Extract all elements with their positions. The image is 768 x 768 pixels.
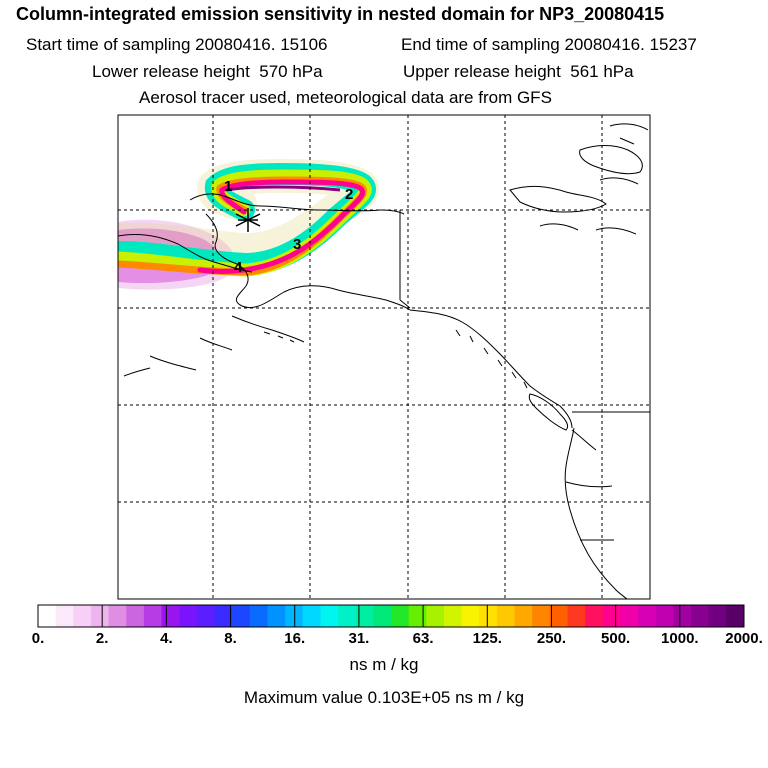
colorbar-tick-label: 2000. [725,630,763,647]
colorbar-tick-label: 63. [412,630,434,647]
colorbar-swatch [38,605,57,627]
colorbar-swatch [73,605,92,627]
colorbar-swatch [179,605,198,627]
tracer-note-label: Aerosol tracer used, meteorological data… [139,88,552,107]
colorbar-swatch [708,605,727,627]
colorbar-swatch [461,605,480,627]
day-marker-4: 4 [234,259,243,276]
colorbar-tick-label: 1000. [661,630,699,647]
colorbar-swatch [496,605,516,627]
day-marker-3: 3 [293,236,301,253]
end-time-label: End time of sampling 20080416. 15237 [401,35,697,54]
colorbar-tick-label: 4. [160,630,173,647]
colorbar-swatch [355,605,374,627]
colorbar-swatch [567,605,586,627]
colorbar-swatch [108,605,127,627]
day-marker-2: 2 [345,186,353,203]
colorbar-swatch [249,605,268,627]
colorbar-swatch [514,605,533,627]
colorbar-swatch [638,605,657,627]
colorbar-swatch [55,605,74,627]
colorbar-swatch [90,605,110,627]
colorbar-tick-label: 0. [31,630,45,647]
colorbar [37,604,745,628]
colorbar-tick-label: 2. [95,630,109,647]
colorbar-swatch [214,605,233,627]
colorbar-swatch [267,605,286,627]
colorbar-tick-label: 250. [536,630,567,647]
colorbar-tick-label: 31. [348,630,370,647]
colorbar-swatch [673,605,692,627]
colorbar-swatch [161,605,180,627]
colorbar-units: ns m / kg [349,655,419,674]
release-point-star [235,208,261,232]
plot-title: Column-integrated emission sensitivity i… [16,4,665,24]
colorbar-swatch [602,605,621,627]
colorbar-swatch [391,605,410,627]
colorbar-swatch [620,605,639,627]
coastlines [118,123,650,599]
map-frame [117,114,651,600]
colorbar-swatch [302,605,321,627]
colorbar-swatch [285,605,304,627]
colorbar-tick-label: 16. [284,630,306,647]
colorbar-swatch [320,605,339,627]
colorbar-tick-label: 500. [601,630,631,647]
colorbar-swatch [143,605,163,627]
lower-release-height-label: Lower release height 570 hPa [92,62,323,81]
colorbar-swatch [126,605,145,627]
colorbar-swatch [338,605,357,627]
colorbar-swatch [532,605,551,627]
upper-release-height-label: Upper release height 561 hPa [403,62,634,81]
colorbar-frame [37,604,745,628]
colorbar-tick-label: 8. [224,630,237,647]
colorbar-swatch [479,605,498,627]
sensitivity-plume [118,158,379,290]
start-time-label: Start time of sampling 20080416. 15106 [26,35,328,54]
colorbar-swatch [196,605,215,627]
colorbar-swatch [443,605,463,627]
colorbar-tick-label: 125. [472,630,502,647]
colorbar-swatch [408,605,427,627]
colorbar-swatch [655,605,674,627]
day-marker-1: 1 [224,178,232,195]
colorbar-swatch [726,605,745,627]
maximum-value-label: Maximum value 0.103E+05 ns m / kg [243,688,525,707]
colorbar-swatch [232,605,251,627]
colorbar-swatch [585,605,604,627]
colorbar-swatch [691,605,710,627]
colorbar-swatch [426,605,445,627]
colorbar-swatch [549,605,568,627]
colorbar-swatch [373,605,392,627]
